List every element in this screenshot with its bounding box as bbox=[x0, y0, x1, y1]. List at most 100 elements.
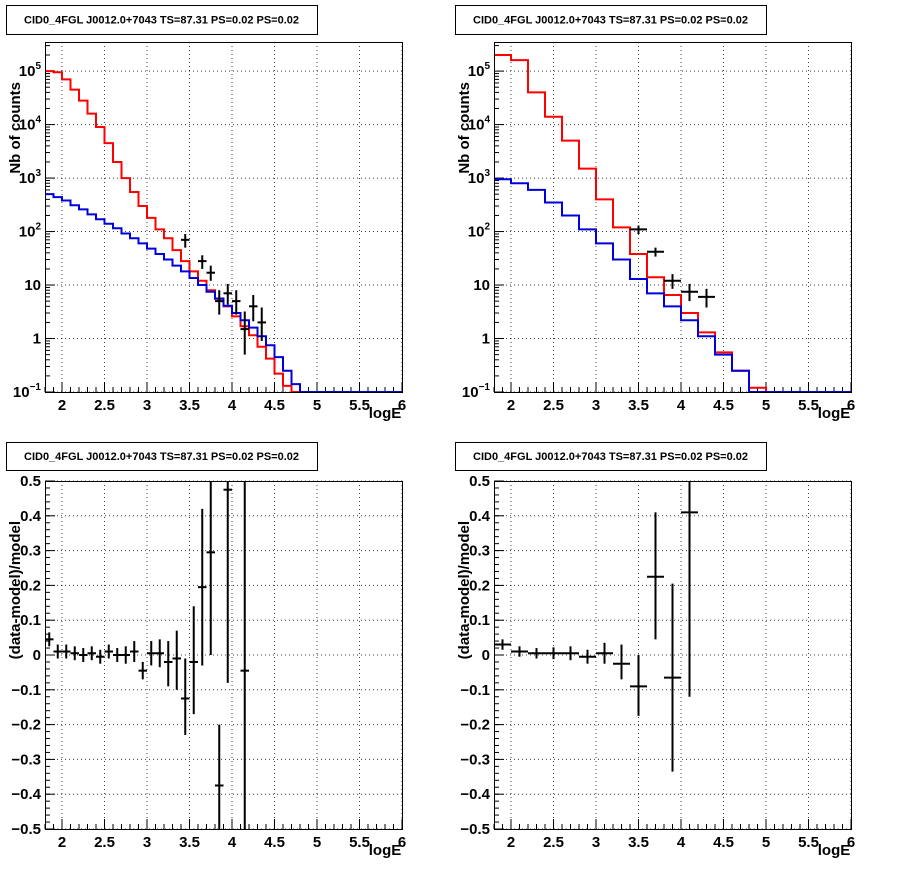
y-tick-label: −0.3 bbox=[11, 751, 41, 768]
plot-frame bbox=[45, 42, 403, 393]
y-tick-label: 0.2 bbox=[469, 577, 490, 594]
data-point bbox=[172, 630, 181, 690]
x-tick-label: 4 bbox=[677, 397, 686, 414]
data-point bbox=[189, 606, 198, 715]
y-tick-label: 0 bbox=[482, 647, 490, 664]
x-tick-label: 3.5 bbox=[628, 834, 649, 851]
data-point bbox=[647, 247, 664, 257]
panel-bottom-left: CID0_4FGL J0012.0+7043 TS=87.31 PS=0.02 … bbox=[6, 442, 406, 859]
data-point bbox=[164, 641, 173, 687]
data-point bbox=[681, 283, 698, 302]
x-tick-label: 4 bbox=[228, 397, 237, 414]
y-tick-label: 0.4 bbox=[469, 508, 491, 525]
y-tick-label: 103 bbox=[468, 168, 491, 187]
data-point bbox=[138, 661, 147, 680]
data-point bbox=[664, 583, 681, 772]
y-tick-label: −0.4 bbox=[460, 786, 490, 803]
x-tick-label: 2.5 bbox=[543, 397, 564, 414]
x-tick-label: 4.5 bbox=[264, 834, 285, 851]
chart-title: CID0_4FGL J0012.0+7043 TS=87.31 PS=0.02 … bbox=[24, 15, 299, 27]
data-point bbox=[698, 288, 715, 308]
chart-title: CID0_4FGL J0012.0+7043 TS=87.31 PS=0.02 … bbox=[473, 451, 748, 463]
data-point bbox=[79, 648, 88, 662]
data-point bbox=[630, 655, 647, 716]
x-tick-label: 5 bbox=[313, 397, 321, 414]
y-tick-label: 10 bbox=[473, 277, 490, 294]
x-tick-label: 3.5 bbox=[179, 397, 200, 414]
x-tick-label: 6 bbox=[847, 834, 855, 851]
x-tick-label: 2 bbox=[58, 397, 66, 414]
x-axis-label: logE bbox=[818, 842, 851, 859]
model-histogram-red bbox=[45, 70, 402, 392]
x-axis-label: logE bbox=[818, 405, 851, 422]
x-tick-label: 5.5 bbox=[798, 397, 819, 414]
data-point bbox=[130, 641, 139, 662]
plot-frame bbox=[45, 481, 403, 830]
y-tick-label: 10−1 bbox=[13, 382, 42, 401]
data-point bbox=[545, 647, 562, 660]
x-tick-label: 3 bbox=[592, 397, 600, 414]
y-tick-label: 105 bbox=[468, 61, 491, 80]
x-tick-label: 6 bbox=[398, 834, 406, 851]
x-tick-label: 5 bbox=[762, 834, 770, 851]
y-tick-label: 1 bbox=[33, 331, 41, 348]
y-tick-label: 0.1 bbox=[469, 612, 490, 629]
data-point bbox=[232, 290, 241, 315]
y-tick-label: 103 bbox=[19, 168, 42, 187]
data-point bbox=[53, 644, 62, 659]
x-tick-label: 3 bbox=[592, 834, 600, 851]
y-axis-label: Nb of counts bbox=[456, 82, 473, 174]
y-tick-label: 0.3 bbox=[20, 543, 41, 560]
data-point bbox=[613, 644, 630, 680]
data-point bbox=[511, 646, 528, 657]
y-tick-label: 104 bbox=[468, 115, 491, 134]
title-box bbox=[6, 5, 318, 35]
panel-top-left: CID0_4FGL J0012.0+7043 TS=87.31 PS=0.02 … bbox=[6, 5, 406, 422]
y-tick-label: −0.2 bbox=[11, 717, 41, 734]
x-tick-label: 5 bbox=[762, 397, 770, 414]
data-point bbox=[215, 290, 224, 315]
y-tick-label: 105 bbox=[19, 61, 42, 80]
y-tick-label: 0.5 bbox=[20, 473, 41, 490]
title-box bbox=[6, 442, 318, 471]
y-axis-label: (data-model)/model bbox=[456, 521, 473, 659]
y-tick-label: −0.1 bbox=[460, 682, 490, 699]
x-tick-label: 2 bbox=[507, 834, 515, 851]
data-point bbox=[249, 295, 258, 322]
model-histogram-blue bbox=[494, 178, 851, 392]
data-point bbox=[647, 512, 664, 640]
model-histogram-blue bbox=[45, 193, 402, 392]
data-point bbox=[147, 641, 156, 666]
x-tick-label: 2.5 bbox=[94, 397, 115, 414]
x-tick-label: 2 bbox=[507, 397, 515, 414]
x-tick-label: 5 bbox=[313, 834, 321, 851]
title-box bbox=[455, 442, 767, 471]
chart-title: CID0_4FGL J0012.0+7043 TS=87.31 PS=0.02 … bbox=[24, 451, 299, 463]
y-tick-label: 102 bbox=[468, 222, 491, 241]
x-tick-label: 6 bbox=[847, 397, 855, 414]
y-tick-label: −0.4 bbox=[11, 786, 41, 803]
data-point bbox=[181, 658, 190, 736]
data-point bbox=[681, 481, 698, 697]
y-tick-label: 0.1 bbox=[20, 612, 41, 629]
data-point bbox=[240, 311, 249, 355]
x-tick-label: 2.5 bbox=[543, 834, 564, 851]
x-tick-label: 5.5 bbox=[349, 397, 370, 414]
data-point bbox=[104, 644, 113, 659]
y-tick-label: 0.2 bbox=[20, 577, 41, 594]
x-tick-label: 5.5 bbox=[349, 834, 370, 851]
x-tick-label: 4.5 bbox=[713, 397, 734, 414]
y-tick-label: 0 bbox=[33, 647, 41, 664]
x-tick-label: 2.5 bbox=[94, 834, 115, 851]
model-histogram-red bbox=[494, 53, 851, 392]
data-point bbox=[87, 646, 96, 661]
data-point bbox=[198, 255, 207, 269]
plot-frame bbox=[494, 481, 852, 830]
data-point bbox=[579, 649, 596, 664]
x-tick-label: 6 bbox=[398, 397, 406, 414]
data-point bbox=[198, 508, 207, 666]
data-point bbox=[45, 632, 54, 647]
data-point bbox=[121, 646, 130, 664]
y-tick-label: −0.3 bbox=[460, 751, 490, 768]
